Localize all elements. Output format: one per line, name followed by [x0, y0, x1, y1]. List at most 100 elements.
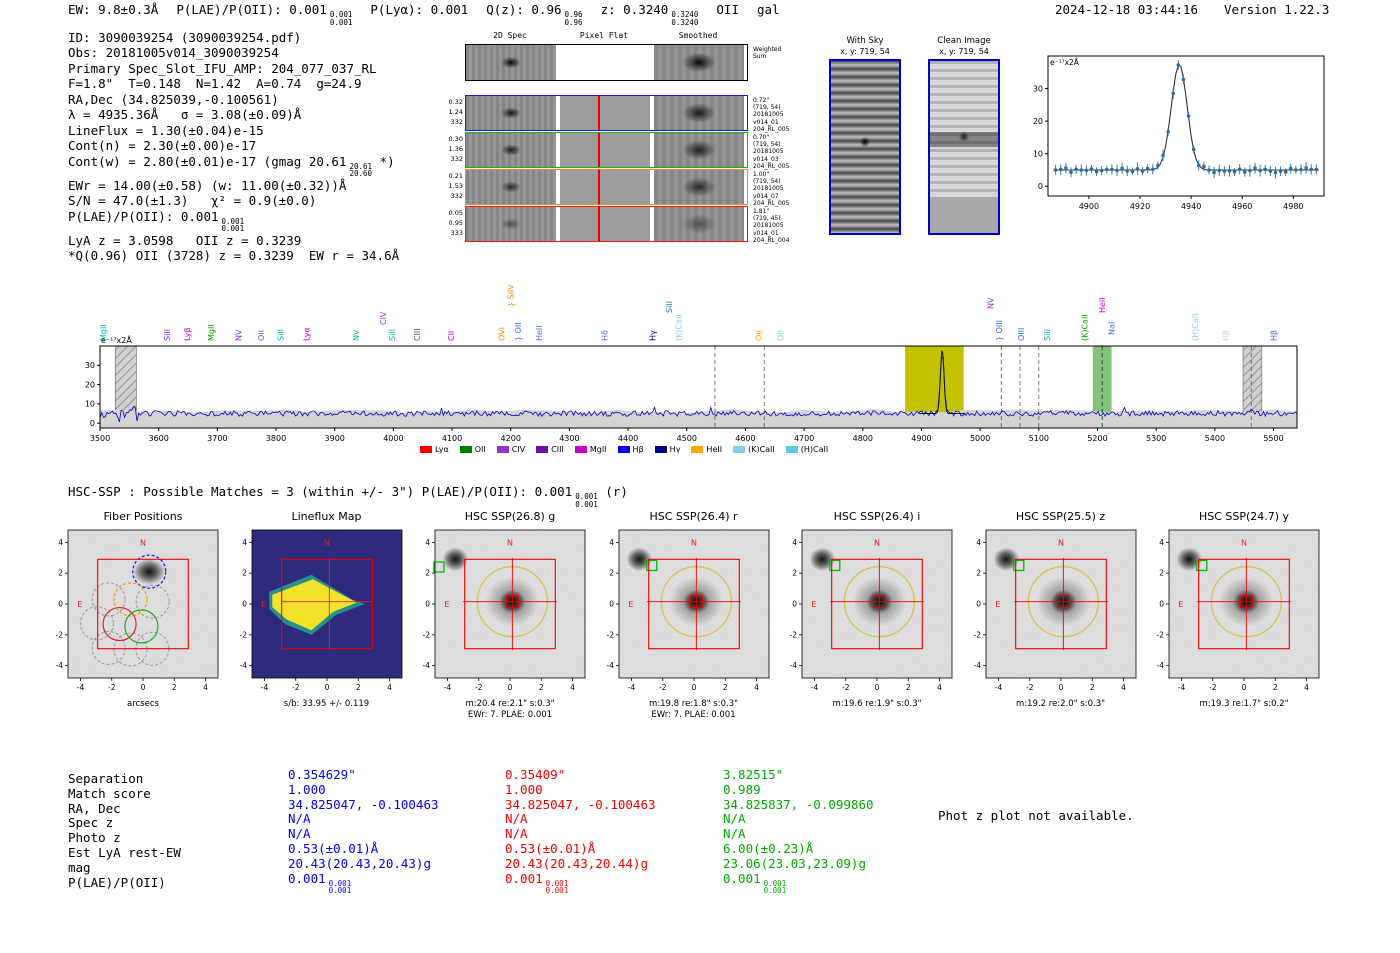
- fiber-pixel-flat-image: [560, 207, 650, 241]
- uncertainty-stack: 0.001 0.001: [329, 880, 352, 895]
- info-line-4: RA,Dec (34.825039,-0.100561): [68, 91, 279, 107]
- y-tick-label: 0: [90, 419, 95, 428]
- data-point: [1186, 114, 1191, 118]
- emission-wavelength-marker: [597, 96, 600, 130]
- catalog-match-box: [433, 561, 445, 573]
- x-tick-label: 4980: [1283, 202, 1303, 211]
- clean-image-coords: x, y: 719, 54: [939, 47, 989, 56]
- catalog-match-box: [829, 559, 841, 572]
- data-point: [1212, 170, 1216, 175]
- cutout-hsc_g: N E -4 -4 -2 -2 0 0 2 2 4 4: [423, 529, 586, 692]
- spec2d-col-header: Smoothed: [678, 31, 718, 40]
- north-label: N: [874, 538, 880, 547]
- catalog-match-box: [1012, 559, 1024, 572]
- fit-overlay: [918, 349, 966, 414]
- y-tick-label: -4: [790, 661, 798, 670]
- cutout-mag-line: m:19.2 re:2.0" s:0.3": [1015, 699, 1106, 709]
- cutout-title: HSC SSP(26.8) g: [464, 510, 556, 523]
- cutout-mag-line: m:19.8 re:1.8" s:0.3": [648, 699, 739, 709]
- match-value: 1.000: [288, 781, 326, 797]
- info-line-8: Cont(w) = 2.80(±0.01)e-17 (gmag 20.61 20.…: [68, 153, 395, 179]
- y-tick-label: -4: [973, 661, 981, 670]
- x-tick-label: 4700: [794, 434, 814, 443]
- x-tick-label: -4: [1178, 683, 1186, 692]
- cutout-plot: N E -4 -4 -2 -2 0 0 2 2 4 4: [56, 529, 219, 692]
- data-point: [1263, 167, 1268, 172]
- data-point: [1176, 63, 1181, 67]
- x-tick-label: -4: [444, 683, 452, 692]
- spectral-line-label: NV: [352, 329, 361, 341]
- center-box: [872, 595, 886, 609]
- info-line-9: EWr = 14.00(±0.58) (w: 11.00(±0.32))Å: [68, 177, 347, 193]
- cutout-ew-line: EWr: 7. PLAE: 0.001: [467, 710, 553, 720]
- spectral-line-label: NaI: [1108, 322, 1117, 335]
- y-tick-label: 0: [1159, 600, 1164, 609]
- match-plae-value: 0.001 0.001 0.001: [723, 870, 787, 896]
- east-label: E: [444, 600, 449, 609]
- data-point: [1294, 168, 1298, 172]
- x-tick-label: 4960: [1232, 202, 1252, 211]
- data-point: [1273, 170, 1278, 175]
- x-tick-label: 4: [937, 683, 942, 692]
- x-tick-label: -4: [260, 683, 268, 692]
- data-point: [1110, 167, 1114, 172]
- full-spectrum-chart: 3500 3600 3700 3800 3900 4000 4100 4200 4300 4400…: [85, 284, 1298, 443]
- spectral-line-label: NV: [234, 329, 243, 341]
- corner-source-blob: [625, 547, 652, 572]
- upper-uncertainty: 0.96: [564, 10, 583, 19]
- spectral-line-label: CIII: [413, 328, 422, 341]
- spectral-line-label: SiII: [277, 329, 286, 341]
- cutout-fiber: N E -4 -4 -2 -2 0 0 2 2 4 4: [56, 529, 219, 692]
- east-label: E: [1178, 600, 1183, 609]
- center-box: [505, 595, 519, 609]
- match-value: 23.06(23.03,23.09)g: [723, 855, 866, 871]
- fiber-circle-blue: [132, 554, 167, 589]
- y-tick-label: 30: [85, 361, 95, 370]
- cutout-title: Fiber Positions: [103, 510, 183, 523]
- y-tick-label: 0: [425, 600, 430, 609]
- data-point: [1074, 167, 1078, 172]
- gaussian-fit-curve: [1053, 64, 1319, 171]
- x-tick-label: 5300: [1146, 434, 1166, 443]
- fiber-row-weights: 0.21 1.53 332: [448, 172, 463, 201]
- extraction-box: [1014, 558, 1107, 650]
- x-tick-label: -4: [77, 683, 85, 692]
- spectral-line-label: Hβ: [1221, 330, 1230, 341]
- y-tick-label: 2: [976, 569, 981, 578]
- data-point: [1156, 163, 1160, 168]
- data-point: [1314, 167, 1319, 172]
- with-sky-title: With Sky: [846, 36, 884, 46]
- data-point: [1181, 77, 1186, 82]
- cutout-title: HSC SSP(25.5) z: [1015, 510, 1106, 523]
- cutout-plot: N E -4 -4 -2 -2 0 0 2 2 4 4: [790, 529, 953, 692]
- match-column-green: 3.82515" 0.989 34.825837, -0.099860 N/A N/A 6…: [723, 767, 874, 896]
- plot-frame: [1047, 55, 1325, 197]
- y-tick-label: -2: [56, 630, 64, 639]
- spectral-line-label: HeII: [535, 325, 544, 341]
- data-point: [1135, 166, 1140, 171]
- y-tick-label: 2: [792, 569, 797, 578]
- row-label: Match score: [68, 785, 151, 801]
- header-part-2: P(Lyα): 0.001: [370, 2, 469, 17]
- spec2d-fiber-row-3: 0.21 1.53 332 1.00" (719, 54) 20181005 v014_07…: [449, 169, 789, 207]
- legend-label: (H)CaII: [800, 445, 829, 454]
- legend-label: Hβ: [632, 445, 644, 454]
- match-value: 6.00(±0.23)Å: [723, 840, 814, 856]
- data-point: [1089, 167, 1094, 171]
- legend-item: (H)CaII: [785, 445, 829, 454]
- lower-uncertainty: 0.001: [328, 886, 352, 896]
- east-label: E: [811, 600, 816, 609]
- extraction-box: [280, 558, 373, 650]
- match-value: 1.000: [505, 781, 543, 797]
- x-tick-label: 2: [906, 683, 911, 692]
- info-line-7: Cont(n) = 2.30(±0.00)e-17: [68, 138, 257, 154]
- uncertainty-stack: 0.3240 0.3240: [671, 11, 698, 26]
- fiber-circle-red: [102, 606, 137, 642]
- match-column-blue: 0.354629" 1.000 34.825047, -0.100463 N/A N/A…: [288, 767, 439, 895]
- legend-label: (K)CaII: [748, 445, 775, 454]
- center-box: [1239, 595, 1253, 609]
- match-value: 34.825837, -0.099860: [723, 796, 874, 812]
- clean-image-panel: Clean Image x, y: 719, 54: [928, 36, 1000, 235]
- match-value: N/A: [723, 826, 746, 842]
- spectral-line-label: } SiIV: [507, 284, 516, 307]
